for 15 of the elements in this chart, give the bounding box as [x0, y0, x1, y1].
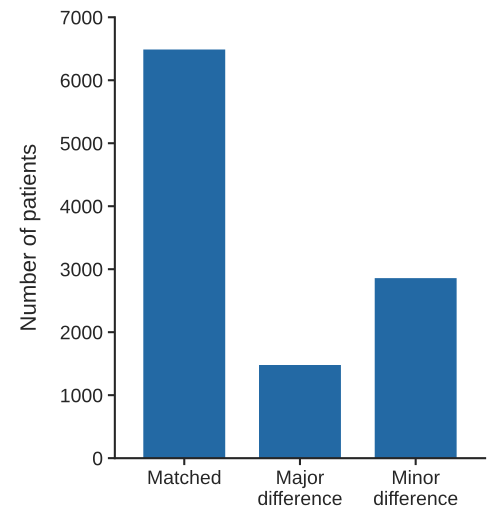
y-tick-label: 3000: [60, 262, 102, 276]
y-tick-label: 4000: [60, 200, 102, 214]
bar: [142, 48, 227, 458]
x-tick-label: Major difference: [258, 470, 342, 506]
y-tick-label: 1000: [61, 388, 102, 402]
y-tick-label: 5000: [60, 136, 102, 150]
bar: [258, 364, 342, 458]
y-axis-title: Number of patients: [20, 144, 40, 330]
y-tick-label: 7000: [60, 10, 102, 24]
y-tick-label: 0: [92, 452, 102, 466]
bar: [373, 276, 458, 458]
x-tick-label: Matched: [148, 470, 220, 484]
y-tick-label: 2000: [60, 326, 102, 340]
y-tick-label: 6000: [60, 74, 102, 88]
x-tick-label: Minor difference: [374, 470, 458, 506]
